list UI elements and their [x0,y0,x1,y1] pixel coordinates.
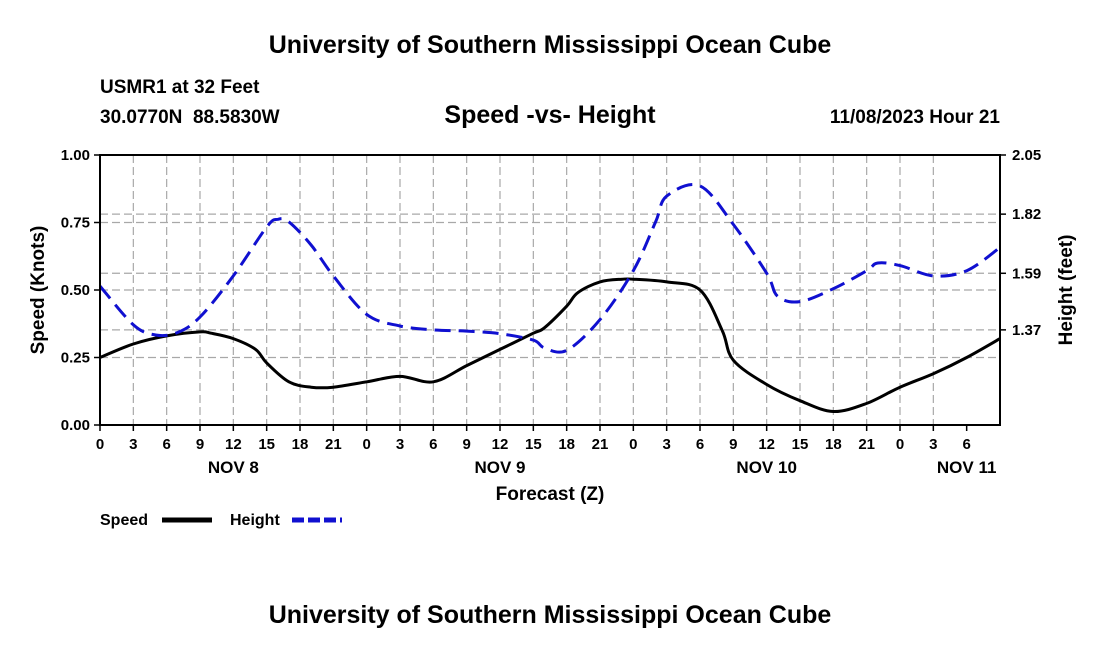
x-tick-label: 21 [858,436,875,453]
x-tick-label: 6 [696,436,704,453]
x-tick-label: 0 [896,436,904,453]
x-tick-label: 12 [758,436,775,453]
y2-tick-label: 2.05 [1012,147,1041,164]
x-tick-label: 3 [129,436,137,453]
x-tick-label: 15 [525,436,542,453]
x-tick-label: 6 [962,436,970,453]
x-tick-label: 12 [225,436,242,453]
x-tick-label: 21 [325,436,342,453]
date-label: NOV 8 [208,458,259,477]
date-label: NOV 10 [736,458,796,477]
legend-speed-label: Speed [100,512,148,529]
x-tick-label: 3 [662,436,670,453]
speed-series-line [99,277,1001,414]
date-label: NOV 9 [474,458,525,477]
axis-labels: Forecast (Z) Speed (Knots) Height (feet)… [28,147,1077,505]
footer-title: University of Southern Mississippi Ocean… [268,601,832,629]
x-tick-label: 0 [629,436,637,453]
x-tick-label: 18 [825,436,842,453]
y2-axis-title: Height (feet) [1056,235,1077,346]
x-tick-label: 18 [558,436,575,453]
x-tick-label: 21 [592,436,609,453]
series-lines [98,183,1001,414]
x-tick-label: 0 [362,436,370,453]
y2-tick-label: 1.82 [1012,206,1041,223]
x-tick-label: 6 [429,436,437,453]
legend: Speed Height [100,512,342,529]
x-tick-label: 18 [292,436,309,453]
y-tick-label: 0.50 [61,282,90,299]
x-tick-label: 9 [729,436,737,453]
date-label: NOV 11 [937,458,997,477]
station-label: USMR1 at 32 Feet [100,77,260,98]
y-tick-label: 1.00 [61,147,90,164]
y-axis-title: Speed (Knots) [28,226,49,355]
x-tick-label: 3 [929,436,937,453]
x-tick-label: 3 [396,436,404,453]
y-tick-label: 0.75 [61,215,90,232]
station-coordinates: 30.0770N 88.5830W [100,107,280,128]
x-tick-label: 9 [462,436,470,453]
x-tick-label: 12 [492,436,509,453]
y2-tick-label: 1.37 [1012,322,1041,339]
x-tick-label: 15 [792,436,809,453]
x-tick-label: 9 [196,436,204,453]
x-tick-label: 15 [258,436,275,453]
axes [94,154,1006,431]
forecast-datetime: 11/08/2023 Hour 21 [829,107,1000,128]
y-tick-label: 0.25 [61,350,90,367]
y-tick-label: 0.00 [61,417,90,434]
y2-tick-label: 1.59 [1012,265,1041,282]
page-title: University of Southern Mississippi Ocean… [268,31,832,59]
grid-lines [100,154,1000,425]
height-series-line [98,183,1001,354]
x-axis-title: Forecast (Z) [496,484,605,505]
legend-height-label: Height [230,512,280,529]
x-tick-label: 0 [96,436,104,453]
chart-subtitle: Speed -vs- Height [444,101,656,129]
x-tick-label: 6 [162,436,170,453]
